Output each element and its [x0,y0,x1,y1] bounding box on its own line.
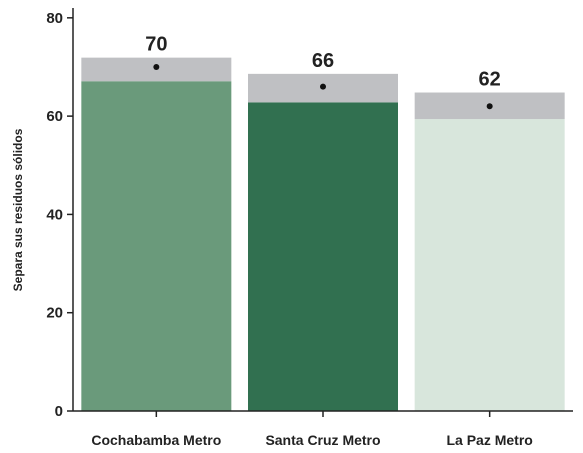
data-label: 62 [479,69,501,91]
y-tick-label: 0 [55,403,63,420]
data-label: 66 [312,50,334,72]
point-estimate [320,83,326,90]
x-axis: Cochabamba Metro Santa Cruz Metro La Paz M… [73,410,573,448]
y-tick-label: 60 [46,108,63,125]
data-label: 70 [145,34,167,56]
bars: 70 66 62 [81,34,565,412]
y-axis: 0 20 40 60 80 [46,8,74,420]
y-tick-label: 40 [46,206,63,223]
point-estimate [153,63,160,70]
x-tick-label: Cochabamba Metro [91,432,221,448]
x-tick-label: La Paz Metro [446,432,532,448]
y-tick-label: 20 [46,305,63,322]
y-axis-title: Separa sus residuos sólidos [11,128,25,291]
point-estimate [486,103,493,110]
bar [414,119,565,411]
y-tick-label: 80 [46,10,63,27]
bar [81,81,232,411]
x-tick-label: Santa Cruz Metro [265,432,380,448]
bar [248,102,398,412]
